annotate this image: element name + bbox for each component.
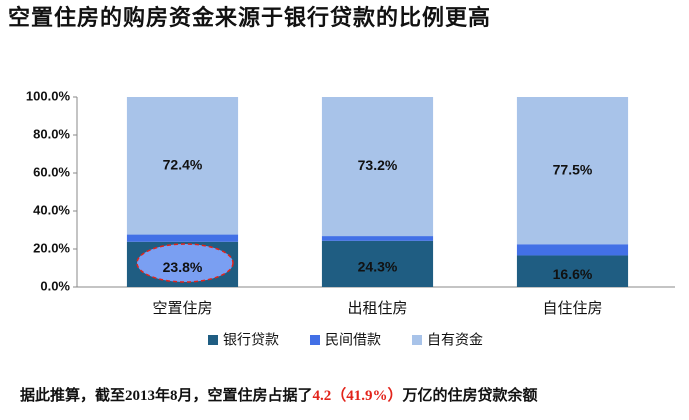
y-tick-label: 80.0% bbox=[33, 126, 70, 141]
footnote: 据此推算，截至2013年8月，空置住房占据了4.2（41.9%）万亿的住房贷款余… bbox=[20, 386, 538, 404]
bar-segment bbox=[321, 236, 434, 241]
legend-label: 民间借款 bbox=[325, 332, 381, 348]
legend-swatch bbox=[310, 335, 320, 345]
value-label: 24.3% bbox=[358, 259, 398, 275]
value-label: 16.6% bbox=[553, 266, 593, 282]
value-label: 72.4% bbox=[163, 156, 203, 172]
y-tick-label: 40.0% bbox=[33, 202, 70, 217]
bar-segment bbox=[516, 255, 629, 287]
bar-segment bbox=[516, 244, 629, 256]
legend-swatch bbox=[208, 335, 218, 345]
y-tick-label: 20.0% bbox=[33, 240, 70, 255]
y-tick-label: 100.0% bbox=[26, 88, 71, 103]
bar-segment bbox=[126, 234, 239, 242]
value-label: 73.2% bbox=[358, 157, 398, 173]
x-tick-label: 空置住房 bbox=[152, 300, 212, 317]
bar-segment bbox=[126, 97, 239, 235]
legend-swatch bbox=[412, 335, 422, 345]
value-label: 77.5% bbox=[553, 161, 593, 177]
footnote-part: 据此推算，截至2013年8月，空置住房占据了 bbox=[20, 386, 313, 404]
x-tick-label: 自住住房 bbox=[542, 300, 602, 317]
x-tick-label: 出租住房 bbox=[347, 300, 407, 317]
bar-segment bbox=[516, 97, 629, 245]
legend-label: 自有资金 bbox=[427, 332, 483, 348]
legend-label: 银行贷款 bbox=[223, 332, 279, 348]
bar-segment bbox=[321, 97, 434, 237]
bar-segment bbox=[321, 240, 434, 287]
footnote-part: （41.9%） bbox=[331, 386, 402, 404]
value-label: 23.8% bbox=[163, 259, 203, 275]
footnote-part: 4.2 bbox=[313, 388, 332, 404]
footnote-part: 万亿的住房贷款余额 bbox=[402, 386, 538, 404]
chart-title: 空置住房的购房资金来源于银行贷款的比例更高 bbox=[8, 5, 491, 30]
y-tick-label: 60.0% bbox=[33, 164, 70, 179]
y-tick-label: 0.0% bbox=[40, 278, 70, 293]
highlight-ellipse bbox=[136, 243, 234, 283]
